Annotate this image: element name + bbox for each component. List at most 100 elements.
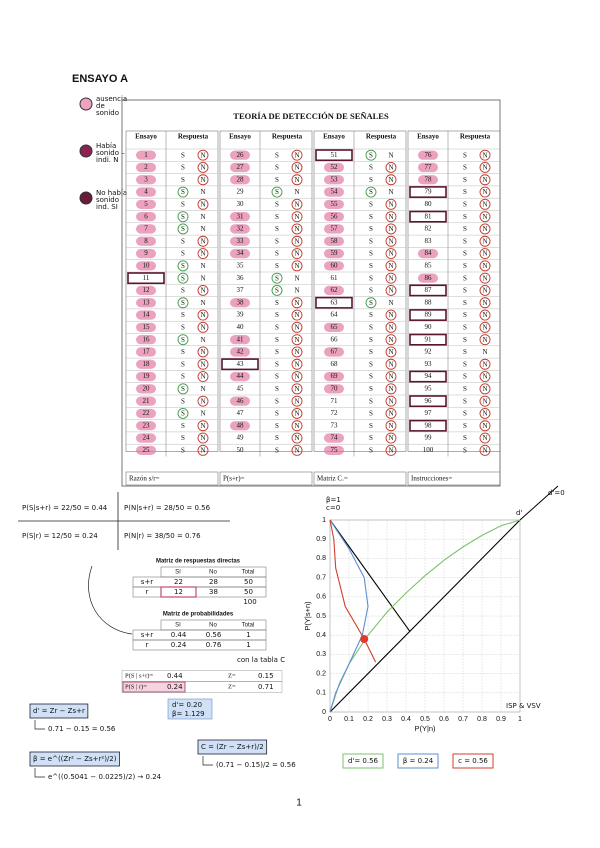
answer-option: N <box>482 213 487 221</box>
cell-highlight <box>160 586 197 598</box>
answer-option: N <box>388 151 393 159</box>
highlight <box>230 175 250 185</box>
answer-option: N <box>482 151 487 159</box>
trial-number: 60 <box>331 261 339 269</box>
y-tick-label: 0.1 <box>316 690 326 697</box>
trial-number: 94 <box>425 372 433 380</box>
answer-option: S <box>181 434 185 442</box>
highlight <box>324 347 344 357</box>
answer-option: N <box>294 225 299 233</box>
answer-option: S <box>463 422 467 430</box>
answer-option: S <box>463 164 467 172</box>
highlight <box>230 298 250 308</box>
prob-header: No <box>209 623 217 629</box>
answer-option: S <box>463 299 467 307</box>
answer-circle <box>177 211 189 223</box>
answer-option: S <box>181 422 185 430</box>
trial-number: 43 <box>237 360 245 368</box>
direct-cell: 50 <box>244 588 253 596</box>
x-axis-label: P(Y|n) <box>414 724 436 733</box>
trial-number: 16 <box>143 335 151 343</box>
answer-circle <box>479 432 491 444</box>
answer-circle <box>385 346 397 358</box>
answer-option: S <box>463 176 467 184</box>
x-tick-label: 0.5 <box>420 716 430 723</box>
trial-number: 38 <box>237 298 245 306</box>
answer-option: S <box>463 188 467 196</box>
highlight <box>324 224 344 234</box>
prob-cell: 1 <box>246 631 250 639</box>
answer-option: S <box>463 397 467 405</box>
trial-box <box>127 272 165 285</box>
answer-option: N <box>200 188 205 196</box>
answer-option: S <box>463 336 467 344</box>
trial-number: 46 <box>237 397 245 405</box>
answer-circle <box>385 432 397 444</box>
answer-circle <box>291 321 303 333</box>
answer-circle <box>479 321 491 333</box>
trial-number: 75 <box>331 446 339 454</box>
answer-option: N <box>482 262 487 270</box>
z-cell: P(S | s+r)= <box>125 672 153 679</box>
answer-circle <box>479 186 491 198</box>
page-number: 1 <box>296 798 302 809</box>
answer-circle <box>385 371 397 382</box>
answer-option: N <box>388 237 393 245</box>
answer-option: N <box>294 311 299 319</box>
answer-option: S <box>463 262 467 270</box>
answer-option: S <box>463 237 467 245</box>
answer-option: N <box>200 274 205 282</box>
highlight <box>324 322 344 332</box>
highlight <box>136 347 156 357</box>
answer-option: S <box>275 237 279 245</box>
answer-option: N <box>482 311 487 319</box>
answer-option: N <box>482 287 487 295</box>
answer-circle <box>291 420 303 432</box>
highlight <box>136 384 156 394</box>
col-header: Respuesta <box>178 133 209 141</box>
answer-circle <box>197 198 209 210</box>
answer-option: N <box>200 225 205 233</box>
trial-box <box>409 309 447 321</box>
answer-circle <box>197 248 209 260</box>
trial-number: 48 <box>237 421 245 429</box>
formula-work: 0.71 − 0.15 = 0.56 <box>48 725 116 733</box>
trial-box <box>409 333 447 346</box>
trial-number: 45 <box>237 384 245 392</box>
answer-option: N <box>200 164 205 172</box>
z-cell: 0.15 <box>258 672 274 680</box>
trial-number: 41 <box>237 335 245 343</box>
trial-number: 79 <box>425 188 433 196</box>
answer-option: S <box>369 225 373 233</box>
answer-circle <box>291 211 303 223</box>
answer-circle <box>479 161 491 173</box>
answer-option: N <box>294 348 299 356</box>
trial-number: 39 <box>237 311 245 319</box>
answer-option: S <box>275 151 279 159</box>
result-box <box>167 698 213 720</box>
answer-option: N <box>388 373 393 381</box>
answer-option: S <box>181 274 185 282</box>
answer-circle <box>479 223 491 235</box>
highlight <box>324 175 344 185</box>
trial-number: 14 <box>143 311 151 319</box>
answer-option: N <box>482 385 487 393</box>
answer-option: S <box>275 176 279 184</box>
highlight <box>230 236 250 246</box>
answer-circle <box>385 198 397 210</box>
highlight <box>136 322 156 332</box>
group-frame <box>407 130 501 452</box>
highlight <box>136 236 156 246</box>
answer-option: N <box>294 237 299 245</box>
highlight <box>136 421 156 431</box>
answer-option: S <box>275 213 279 221</box>
legend-dot <box>79 191 93 205</box>
answer-option: N <box>294 287 299 295</box>
answer-option: N <box>294 373 299 381</box>
col-header: Respuesta <box>366 133 397 141</box>
y-tick-label: 0.6 <box>316 594 326 601</box>
direct-header: Total <box>242 570 255 576</box>
trial-number: 58 <box>331 237 339 245</box>
highlight <box>136 187 156 197</box>
trial-number: 8 <box>144 237 148 245</box>
